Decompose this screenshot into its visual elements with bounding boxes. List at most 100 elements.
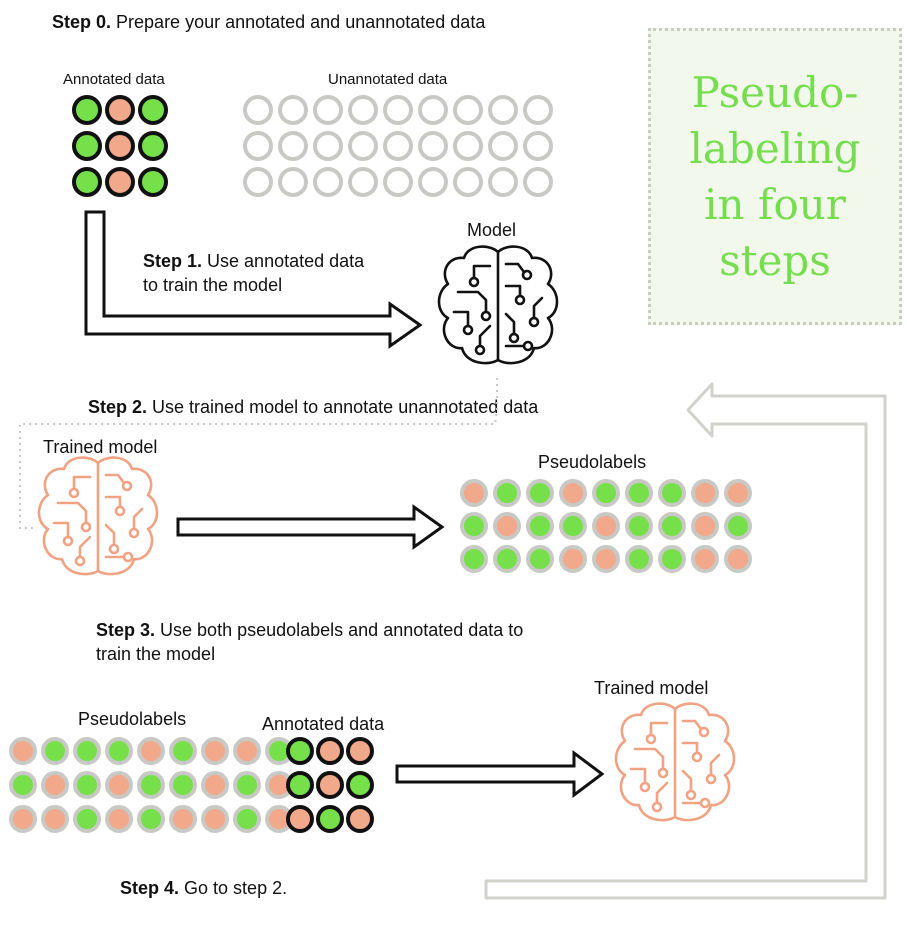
pseudolabel-point [658,512,686,540]
trained-model-brain-icon [37,456,159,576]
pseudolabel-point-step3 [137,737,165,765]
annotated-data-point-step3 [286,771,314,799]
unannotated-data-point [243,131,273,161]
pseudolabels-label-step3: Pseudolabels [78,709,187,729]
pseudolabel-point-step3 [9,737,37,765]
unannotated-data-point [278,95,308,125]
annotated-data-point-step3 [286,737,314,765]
unannotated-data-point [523,167,553,197]
step-4-label: Step 4. [120,878,180,898]
annotated-data-label-step3: Annotated data [262,714,385,734]
trained-model-brain-icon-step3 [614,702,736,822]
arrow-step1 [84,210,423,349]
step-1-description-line1: Use annotated data [202,251,365,271]
unannotated-data-point [418,167,448,197]
step-2-text: Step 2. Use trained model to annotate un… [88,395,538,419]
diagram-title: Pseudo- labeling in four steps [689,67,861,285]
pseudolabel-point-step3 [41,805,69,833]
pseudolabel-point [460,479,488,507]
annotated-data-point-step3 [286,805,314,833]
pseudolabel-point [658,479,686,507]
annotated-data-point-step3 [346,737,374,765]
unannotated-data-point [523,131,553,161]
pseudolabel-point-step3 [105,805,133,833]
annotated-data-point-step3 [346,805,374,833]
pseudolabel-point [724,512,752,540]
loop-arrow [484,382,887,900]
pseudolabel-point [526,512,554,540]
pseudolabel-point [691,512,719,540]
step-0-text: Step 0. Prepare your annotated and unann… [52,10,485,34]
unannotated-data-point [453,131,483,161]
step-3-description-line1: Use both pseudolabels and annotated data… [155,620,524,640]
unannotated-data-point [243,167,273,197]
unannotated-data-point [488,95,518,125]
unannotated-data-point [383,131,413,161]
pseudolabel-point-step3 [137,805,165,833]
pseudolabel-point [592,545,620,573]
unannotated-data-label: Unannotated data [328,71,448,88]
unannotated-data-point [418,131,448,161]
step-2-label: Step 2. [88,397,148,417]
pseudolabel-point [724,479,752,507]
annotated-data-point [105,131,135,161]
unannotated-data-point [313,95,343,125]
trained-model-label-step3: Trained model [594,678,709,698]
step-4-text: Step 4. Go to step 2. [120,876,287,900]
pseudolabel-point-step3 [201,771,229,799]
annotated-data-point-step3 [346,771,374,799]
annotated-data-point-step3 [316,805,344,833]
pseudolabel-point [691,479,719,507]
step-1-label: Step 1. [143,251,203,271]
pseudolabel-point [691,545,719,573]
pseudolabel-point-step3 [105,771,133,799]
pseudolabel-point [592,512,620,540]
model-label: Model [467,220,517,240]
pseudolabel-point [625,545,653,573]
pseudolabel-point-step3 [9,805,37,833]
unannotated-data-point [348,95,378,125]
pseudolabel-point [625,479,653,507]
unannotated-data-point [488,167,518,197]
pseudolabel-point-step3 [105,737,133,765]
pseudolabel-point-step3 [73,771,101,799]
pseudolabel-point [625,512,653,540]
unannotated-data-point [453,167,483,197]
pseudolabel-point-step3 [169,771,197,799]
model-connector-dotted [19,378,498,529]
pseudolabel-point [526,545,554,573]
annotated-data-point [105,167,135,197]
annotated-data-point [72,95,102,125]
annotated-data-point-step3 [316,737,344,765]
pseudolabels-label-step2: Pseudolabels [538,452,647,472]
pseudolabel-point-step3 [169,737,197,765]
annotated-data-point [138,167,168,197]
pseudolabel-point-step3 [137,771,165,799]
arrow-step2 [176,504,445,550]
step-3-text: Step 3. Use both pseudolabels and annota… [96,618,523,666]
annotated-data-label: Annotated data [63,71,165,88]
annotated-data-point-step3 [316,771,344,799]
pseudolabel-point-step3 [233,737,261,765]
unannotated-data-point [348,167,378,197]
pseudolabel-point-step3 [41,771,69,799]
pseudolabel-point [592,479,620,507]
annotated-data-point [138,95,168,125]
pseudolabel-point [559,512,587,540]
unannotated-data-point [243,95,273,125]
pseudolabel-point [526,479,554,507]
unannotated-data-point [313,131,343,161]
unannotated-data-point [453,95,483,125]
pseudolabel-point-step3 [201,805,229,833]
unannotated-data-point [488,131,518,161]
unannotated-data-point [278,167,308,197]
pseudolabel-point-step3 [73,805,101,833]
title-box: Pseudo- labeling in four steps [648,28,902,325]
annotated-data-point [105,95,135,125]
pseudolabel-point-step3 [233,805,261,833]
annotated-data-point [138,131,168,161]
unannotated-data-point [313,167,343,197]
pseudolabel-point-step3 [169,805,197,833]
pseudolabel-point-step3 [41,737,69,765]
